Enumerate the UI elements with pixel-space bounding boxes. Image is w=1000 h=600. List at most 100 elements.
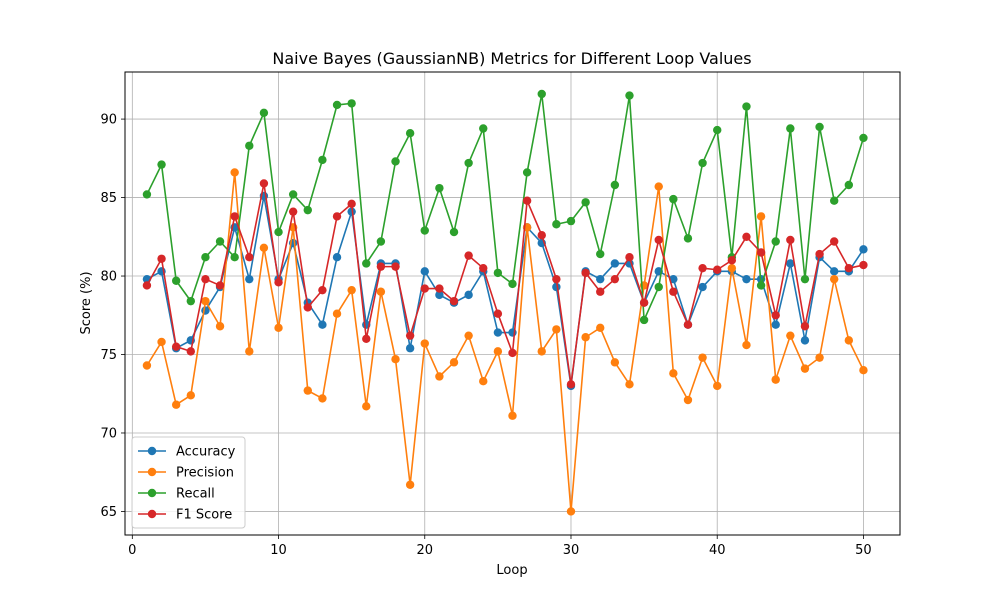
data-point bbox=[201, 274, 210, 284]
data-point bbox=[142, 190, 152, 199]
x-tick-label: 10 bbox=[270, 543, 287, 558]
legend-item: Recall bbox=[138, 487, 215, 502]
data-point bbox=[727, 263, 737, 273]
data-point bbox=[581, 268, 590, 278]
data-point bbox=[639, 315, 649, 325]
data-point bbox=[581, 333, 590, 342]
data-point bbox=[815, 249, 824, 259]
data-point bbox=[347, 207, 356, 216]
data-point bbox=[829, 267, 839, 276]
data-point bbox=[186, 296, 196, 306]
data-point bbox=[537, 231, 546, 240]
data-point bbox=[771, 237, 780, 246]
data-point bbox=[654, 182, 663, 191]
x-tick-label: 20 bbox=[416, 543, 433, 558]
data-point bbox=[332, 309, 342, 318]
data-point bbox=[508, 279, 517, 289]
data-point bbox=[230, 253, 239, 262]
data-point bbox=[391, 355, 400, 364]
data-point bbox=[756, 212, 766, 221]
data-point bbox=[493, 328, 503, 337]
legend-item: Accuracy bbox=[138, 445, 236, 460]
data-point bbox=[522, 196, 532, 205]
x-tick-label: 0 bbox=[128, 543, 136, 558]
legend-label: Accuracy bbox=[176, 445, 236, 460]
series-line bbox=[146, 182, 864, 386]
data-point bbox=[639, 298, 649, 307]
data-point bbox=[142, 281, 152, 290]
legend-label: F1 Score bbox=[176, 508, 232, 523]
chart-title: Naive Bayes (GaussianNB) Metrics for Dif… bbox=[272, 49, 751, 68]
data-point bbox=[449, 296, 459, 306]
data-point bbox=[771, 375, 780, 384]
data-point bbox=[215, 322, 225, 331]
y-tick-label: 75 bbox=[100, 348, 117, 363]
series-layer bbox=[142, 89, 868, 516]
data-point bbox=[713, 265, 722, 274]
data-point bbox=[552, 325, 561, 334]
data-point bbox=[552, 220, 561, 229]
data-point bbox=[435, 290, 444, 300]
data-point bbox=[376, 237, 386, 246]
legend-swatch-marker bbox=[147, 446, 157, 456]
data-point bbox=[318, 320, 327, 329]
data-point bbox=[815, 122, 824, 132]
data-point bbox=[552, 274, 561, 284]
data-point bbox=[683, 234, 693, 243]
data-point bbox=[742, 274, 751, 284]
data-point bbox=[669, 369, 678, 378]
data-point bbox=[347, 199, 356, 209]
data-point bbox=[596, 274, 605, 284]
data-point bbox=[157, 160, 166, 169]
data-point bbox=[756, 248, 766, 257]
y-tick-label: 85 bbox=[100, 191, 117, 206]
x-axis-title: Loop bbox=[496, 563, 527, 578]
data-point bbox=[654, 235, 663, 245]
data-point bbox=[800, 336, 810, 345]
data-point bbox=[420, 339, 429, 348]
data-point bbox=[800, 322, 810, 331]
data-point bbox=[288, 207, 298, 216]
data-point bbox=[332, 212, 342, 221]
data-point bbox=[186, 391, 196, 400]
data-point bbox=[581, 198, 590, 207]
data-point bbox=[844, 180, 854, 190]
data-point bbox=[493, 347, 503, 356]
data-point bbox=[435, 372, 444, 381]
data-point bbox=[376, 262, 386, 271]
data-point bbox=[742, 232, 751, 241]
x-tick-label: 50 bbox=[855, 543, 872, 558]
data-point bbox=[859, 260, 868, 270]
data-point bbox=[186, 347, 196, 356]
data-point bbox=[493, 309, 503, 318]
data-point bbox=[142, 361, 152, 370]
data-point bbox=[171, 276, 181, 285]
data-point bbox=[698, 282, 707, 292]
data-point bbox=[610, 274, 620, 284]
data-point bbox=[420, 284, 429, 293]
data-point bbox=[786, 124, 795, 133]
data-point bbox=[171, 400, 181, 409]
data-point bbox=[771, 311, 780, 320]
data-point bbox=[610, 358, 620, 367]
grid-lines bbox=[125, 72, 900, 535]
data-point bbox=[245, 141, 254, 150]
data-point bbox=[844, 263, 854, 273]
legend-swatch-marker bbox=[147, 509, 157, 519]
data-point bbox=[449, 227, 459, 237]
data-point bbox=[756, 281, 766, 290]
data-point bbox=[391, 157, 400, 166]
data-point bbox=[332, 100, 342, 110]
data-point bbox=[274, 227, 283, 237]
data-point bbox=[698, 353, 707, 362]
data-point bbox=[362, 259, 371, 268]
y-tick-label: 65 bbox=[100, 505, 117, 520]
data-point bbox=[215, 281, 225, 290]
data-point bbox=[727, 256, 737, 265]
data-point bbox=[493, 268, 503, 278]
data-point bbox=[347, 285, 356, 295]
data-point bbox=[508, 411, 517, 420]
data-point bbox=[274, 278, 283, 287]
y-tick-label: 80 bbox=[100, 270, 117, 285]
series-recall bbox=[142, 89, 868, 325]
